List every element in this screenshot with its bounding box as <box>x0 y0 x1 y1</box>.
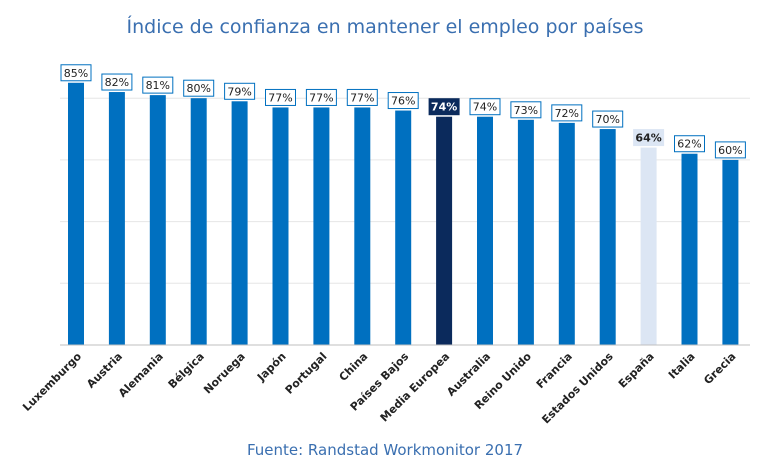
bar <box>558 122 575 345</box>
data-labels: 85% 82% 81% 80% 79% 77% 77% 77% 76% 74% 74% 73% 72% 7… <box>60 64 746 159</box>
data-label-box <box>674 135 705 153</box>
source-note: Fuente: Randstad Workmonitor 2017 <box>246 441 524 459</box>
data-label: 77% <box>268 91 292 104</box>
data-label: 81% <box>146 79 170 92</box>
data-label-box <box>510 101 542 119</box>
x-tick-label: España <box>616 350 657 391</box>
data-label-box <box>714 141 746 159</box>
data-label: 80% <box>186 82 210 95</box>
data-label: 72% <box>555 107 579 120</box>
data-label: 74% <box>431 101 457 114</box>
data-label-box <box>469 98 501 116</box>
data-label-box <box>60 64 92 82</box>
data-label: 60% <box>718 144 742 157</box>
data-label-box <box>224 82 256 100</box>
bar <box>681 153 698 345</box>
data-label-box <box>387 92 419 110</box>
data-label-box <box>633 129 665 147</box>
bar <box>599 129 616 345</box>
bar <box>190 98 207 345</box>
bar <box>640 147 657 345</box>
bar <box>272 107 289 345</box>
bar <box>108 92 125 345</box>
data-label: 64% <box>635 132 661 145</box>
x-tick-label: Media Europea <box>378 350 453 425</box>
x-tick-label: Noruega <box>201 350 248 397</box>
data-label: 70% <box>595 113 619 126</box>
x-tick-label: Portugal <box>283 350 330 397</box>
x-tick-label: Estados Unidos <box>539 350 616 427</box>
bar <box>395 110 412 345</box>
bar <box>722 159 739 345</box>
data-label: 76% <box>391 95 415 108</box>
x-tick-label: China <box>337 350 371 384</box>
bar <box>149 95 166 346</box>
x-tick-label: Italia <box>666 350 698 382</box>
data-label-box <box>428 98 460 116</box>
data-label-box <box>142 76 174 94</box>
data-label-box <box>592 110 624 128</box>
bars <box>68 82 739 346</box>
data-label: 62% <box>677 138 701 151</box>
data-label-box <box>183 79 215 97</box>
x-tick-label: Japón <box>254 350 288 384</box>
bar <box>231 101 248 345</box>
x-tick-label: Francia <box>534 350 575 391</box>
x-tick-label: Alemania <box>116 350 166 400</box>
data-label: 85% <box>64 67 88 80</box>
x-tick-label: Luxemburgo <box>20 350 84 414</box>
bar <box>68 82 84 346</box>
data-label: 77% <box>309 91 333 104</box>
data-label-box <box>305 88 337 106</box>
data-label-box <box>551 104 583 122</box>
bar <box>436 116 453 346</box>
chart-title: Índice de confianza en mantener el emple… <box>126 16 644 38</box>
x-tick-label: Austria <box>84 350 125 391</box>
bar <box>517 119 534 345</box>
bar <box>477 116 493 346</box>
data-label: 77% <box>350 91 374 104</box>
x-tick-label: Grecia <box>701 350 738 387</box>
data-label: 79% <box>227 85 251 98</box>
data-label: 74% <box>473 101 497 114</box>
data-label-box <box>265 88 296 106</box>
x-tick-label: Bélgica <box>166 350 207 391</box>
data-label-box <box>101 73 133 91</box>
data-label: 73% <box>514 104 538 117</box>
bar <box>313 107 330 345</box>
data-label-box <box>346 88 378 106</box>
bar <box>354 107 371 345</box>
data-label: 82% <box>105 76 129 89</box>
